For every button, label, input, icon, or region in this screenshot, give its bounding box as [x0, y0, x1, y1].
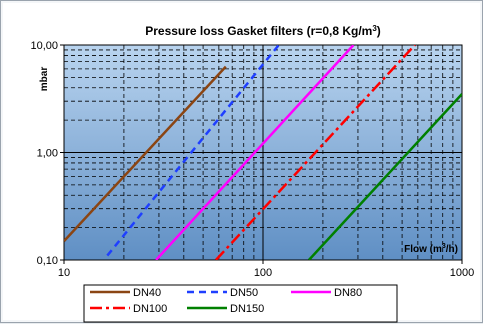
y-tick-label: 0,10: [37, 255, 58, 267]
grid-lines: [64, 45, 462, 260]
x-tick-label: 10: [58, 267, 70, 279]
series-lines: [64, 45, 462, 260]
legend-label-dn150: DN150: [230, 303, 264, 315]
y-axis-label: mbar: [39, 67, 50, 92]
x-tick-label: 1000: [450, 267, 474, 279]
legend-label-dn40: DN40: [133, 287, 161, 299]
chart-title: Pressure loss Gasket filters (r=0,8 Kg/m…: [145, 24, 381, 38]
legend: DN40 DN50 DN80 DN100 DN150: [83, 284, 398, 323]
axis-ticks: 10 100 1000 0,10 1,00 10,00: [30, 40, 474, 279]
y-tick-label: 1,00: [37, 148, 58, 160]
legend-label-dn50: DN50: [230, 287, 258, 299]
legend-label-dn100: DN100: [133, 303, 167, 315]
series-line-dn50: [106, 45, 280, 257]
series-line-dn100: [214, 45, 416, 260]
series-line-dn80: [155, 45, 355, 260]
legend-label-dn80: DN80: [334, 287, 362, 299]
legend-box: [83, 284, 398, 323]
x-tick-label: 100: [254, 267, 272, 279]
series-line-dn150: [307, 93, 462, 260]
y-tick-label: 10,00: [30, 40, 58, 52]
x-axis-label: Flow (m3/h): [404, 243, 458, 255]
series-line-dn40: [64, 65, 227, 242]
